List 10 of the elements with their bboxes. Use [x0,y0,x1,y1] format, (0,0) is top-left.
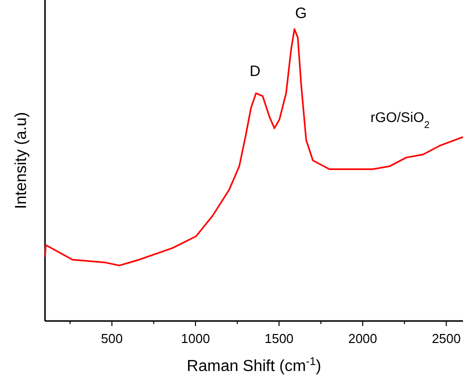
x-tick-label: 1500 [264,331,294,346]
x-tick-label: 500 [101,331,123,346]
x-tick-label: 2000 [348,331,378,346]
annotation: rGO/SiO$_{2}$ [370,109,430,130]
annotation: D [250,63,261,80]
x-tick-label: 2500 [432,331,461,346]
x-tick-label: 1000 [181,331,210,346]
x-axis-title: Raman Shift (cm$^{-1}$) [186,356,322,375]
text: G [295,5,307,22]
y-axis-title: Intensity (a.u) [13,112,30,209]
